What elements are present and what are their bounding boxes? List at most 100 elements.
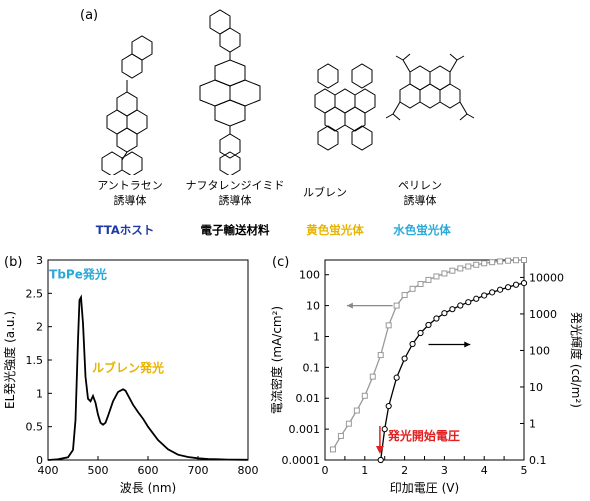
- luminance-point: [465, 299, 472, 306]
- y-tick-label: 1: [36, 387, 43, 400]
- el-spectrum-chart: 400 500 600 700 800 0 0.5 1 1.5 2 2.5 3 波長 (nm) EL発光強…: [2, 254, 259, 495]
- y-left-tick-label: 0.1: [303, 361, 321, 374]
- peak-annotation: ルブレン発光: [92, 360, 164, 375]
- onset-arrowhead: [375, 446, 384, 454]
- x-tick-label: 5: [521, 464, 528, 477]
- luminance-point: [409, 340, 416, 348]
- luminance-point: [497, 286, 504, 293]
- luminance-point: [457, 302, 464, 309]
- current-density-point: [369, 373, 376, 380]
- current-density-point: [353, 407, 360, 414]
- y-right-axis-label: 発光輝度 (cd/m²): [569, 312, 584, 408]
- current-density-point: [465, 263, 472, 270]
- luminance-point: [520, 279, 528, 287]
- luminance-point: [417, 329, 424, 337]
- y-tick-label: 3: [36, 254, 43, 267]
- current-density-point: [401, 292, 408, 299]
- y-tick-label: 2: [36, 321, 43, 334]
- current-density-point: [377, 352, 384, 359]
- y-right-tick-label: 10: [529, 381, 543, 394]
- x-tick-label: 4: [481, 464, 488, 477]
- luminance-point: [441, 310, 448, 317]
- x-tick-label: 700: [188, 464, 209, 477]
- molecule-1-category: TTAホスト: [95, 223, 155, 237]
- y-right-tick-label: 1000: [529, 308, 557, 321]
- y-left-tick-label: 1: [313, 330, 320, 343]
- y-left-tick-label: 0.01: [296, 392, 321, 405]
- current-density-point: [425, 276, 432, 283]
- molecule-3-category: 黄色蛍光体: [306, 223, 364, 237]
- current-density-point: [417, 281, 424, 288]
- x-tick-label: 400: [38, 464, 59, 477]
- y-tick-label: 0.5: [26, 421, 44, 434]
- left-axis-arrowhead: [346, 302, 353, 309]
- current-density-point: [337, 432, 344, 439]
- y-left-tick-label: 0.001: [289, 423, 321, 436]
- charts-area: (b) 400 500 600 700 800 0 0.5 1 1.5 2 2.5 3 波長 (nm) E…: [2, 254, 584, 495]
- current-density-point: [521, 257, 527, 263]
- molecule-2-name: ナフタレンジイミド 誘導体: [185, 179, 285, 207]
- molecule-1-name: アントラセン 誘導体: [97, 179, 163, 207]
- anthracene-structure: [101, 35, 153, 175]
- y-left-tick-label: 0.0001: [282, 454, 321, 467]
- current-density-point: [345, 420, 352, 427]
- molecule-4-category: 水色蛍光体: [393, 223, 451, 237]
- luminance-point: [481, 292, 488, 299]
- y-tick-label: 0: [36, 454, 43, 467]
- current-density-point: [473, 261, 480, 268]
- luminance-point: [425, 321, 432, 329]
- current-density-point: [481, 260, 488, 267]
- molecule-structures: [101, 9, 475, 175]
- x-axis-label: 波長 (nm): [120, 481, 176, 495]
- x-tick-label: 800: [238, 464, 259, 477]
- molecule-2-category: 電子輸送材料: [200, 223, 270, 237]
- current-density-point: [449, 267, 456, 274]
- luminance-point: [512, 281, 520, 288]
- luminance-point: [385, 402, 392, 410]
- panel-b-label: (b): [4, 255, 22, 270]
- luminance-point: [473, 295, 480, 302]
- x-tick-label: 2: [401, 464, 408, 477]
- current-density-point: [513, 257, 520, 264]
- molecule-4-name: ペリレン 誘導体: [398, 179, 442, 207]
- current-density-point: [393, 302, 400, 309]
- current-density-point: [409, 285, 416, 292]
- current-density-point: [441, 270, 448, 277]
- current-density-point: [385, 322, 392, 329]
- current-density-point: [433, 273, 440, 280]
- x-tick-label: 0: [322, 464, 329, 477]
- current-density-point: [361, 392, 368, 399]
- x-tick-label: 500: [88, 464, 109, 477]
- y-right-tick-label: 1: [529, 417, 536, 430]
- y-right-tick-label: 100: [529, 344, 550, 357]
- x-tick-label: 1: [361, 464, 368, 477]
- luminance-point: [504, 284, 512, 291]
- y-left-axis-label: 電流密度 (mA/cm²): [269, 306, 284, 414]
- current-density-point: [497, 258, 504, 265]
- luminance-point: [489, 289, 496, 296]
- y-left-tick-label: 100: [299, 269, 320, 282]
- current-density-point: [505, 257, 512, 264]
- perylene-structure: [385, 53, 475, 121]
- panel-c-label: (c): [272, 255, 289, 270]
- peak-annotation: TbPe発光: [49, 267, 107, 282]
- naphthalene-diimide-structure: [199, 9, 261, 175]
- luminance-point: [381, 426, 388, 433]
- x-axis-label: 印加電圧 (V): [390, 481, 459, 495]
- right-axis-arrowhead: [464, 341, 471, 348]
- rubrene-structure: [314, 63, 376, 151]
- y-tick-label: 2.5: [26, 287, 44, 300]
- molecule-3-name: ルブレン: [303, 186, 347, 199]
- y-tick-label: 1.5: [26, 354, 44, 367]
- x-tick-label: 600: [138, 464, 159, 477]
- luminance-point: [377, 456, 384, 464]
- current-density-point: [457, 265, 464, 272]
- luminance-point: [449, 306, 456, 313]
- y-axis-label: EL発光強度 (a.u.): [2, 311, 17, 409]
- y-right-tick-label: 0.1: [529, 454, 547, 467]
- luminance-point: [433, 315, 440, 322]
- jvl-chart: 0 1 2 3 4 5 0.0001 0.001 0.01 0.1 1 10 100 0.1 1 10 100 1…: [269, 257, 584, 495]
- current-density-line: [332, 259, 525, 450]
- y-left-tick-label: 10: [306, 300, 320, 313]
- panel-a-label: (a): [80, 8, 99, 23]
